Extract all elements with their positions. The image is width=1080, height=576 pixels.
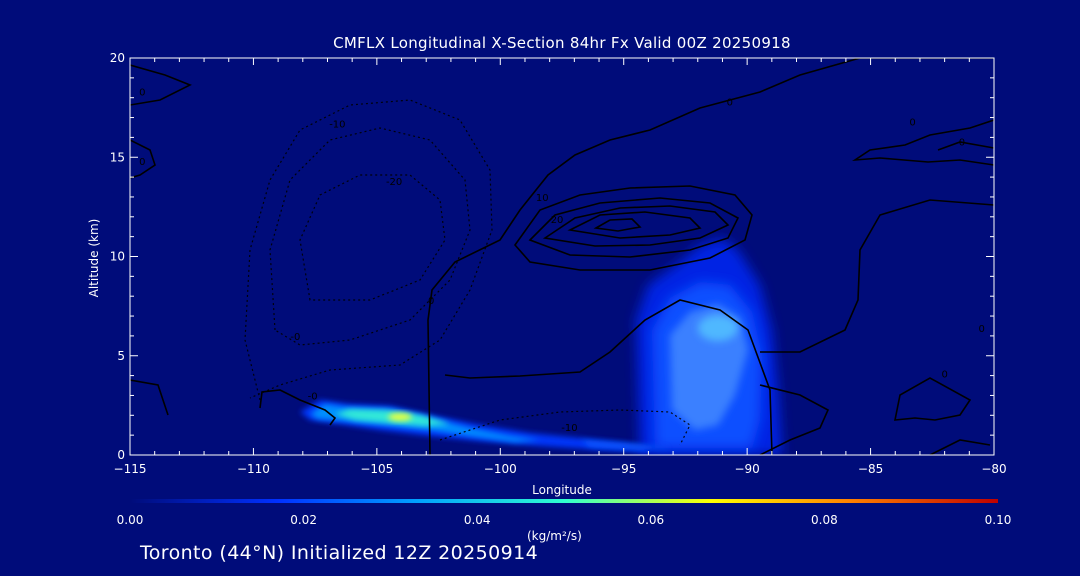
x-tick-label: −80	[981, 462, 1006, 476]
contour-30	[542, 205, 730, 247]
contour-50	[593, 218, 642, 232]
x-tick-label: −110	[237, 462, 270, 476]
y-tick-labels: 0 5 10 15 20	[110, 51, 125, 462]
contour-20	[528, 197, 740, 258]
contour-label: 0	[727, 98, 733, 109]
colorbar-unit: (kg/m²/s)	[527, 529, 582, 543]
x-tick-label: −90	[734, 462, 759, 476]
contour-zero-nw	[130, 64, 192, 106]
contour-zero-right	[759, 384, 830, 455]
x-axis-label: Longitude	[532, 483, 592, 497]
contour-label: -0	[308, 391, 318, 402]
colorbar-ticks: 0.00 0.02 0.04 0.06 0.08 0.10	[117, 513, 1012, 527]
contour-label: -10	[561, 423, 577, 434]
x-tick-label: −100	[484, 462, 517, 476]
colorbar-tick-label: 0.00	[117, 513, 144, 527]
contour-label: 0	[139, 88, 145, 99]
contours	[130, 58, 994, 455]
flux-shading	[300, 238, 782, 455]
contour-zero-east-c	[760, 199, 994, 353]
y-tick-label: 15	[110, 150, 125, 164]
contour-zero-low-w	[259, 389, 337, 426]
colorbar-tick-label: 0.06	[637, 513, 664, 527]
contour-zero-w	[130, 139, 156, 179]
x-tick-label: −115	[114, 462, 147, 476]
contour-label: -10	[329, 119, 345, 130]
colorbar-tick-label: 0.02	[290, 513, 317, 527]
contour-label: 0	[959, 137, 965, 148]
contour-label: -0	[290, 332, 300, 343]
x-tick-label: −95	[611, 462, 636, 476]
colorbar-tick-label: 0.04	[464, 513, 491, 527]
flux-band-core	[388, 413, 412, 421]
contour-zero-south-east	[894, 377, 972, 421]
convective-column-core	[698, 315, 738, 341]
contour-label: 20	[551, 215, 564, 226]
footer-text: Toronto (44°N) Initialized 12Z 20250914	[140, 542, 539, 564]
contour-label: 0	[909, 117, 915, 128]
contour-zero-east-a	[851, 119, 994, 166]
contour-neg-zero	[244, 99, 493, 401]
colorbar-tick-label: 0.08	[811, 513, 838, 527]
contour-10	[513, 185, 753, 271]
colorbar-tick-label: 0.10	[985, 513, 1012, 527]
contour-zero-sw	[130, 379, 169, 416]
x-tick-label: −85	[858, 462, 883, 476]
colorbar	[130, 499, 998, 503]
x-tick-label: −105	[360, 462, 393, 476]
x-tick-labels: −115 −110 −105 −100 −95 −90 −85 −80	[114, 462, 1007, 476]
contour-zero-outer	[427, 58, 994, 455]
contour-label: -20	[386, 177, 402, 188]
contour-40	[567, 211, 702, 239]
contour-neg-10	[269, 127, 471, 346]
y-tick-label: 5	[117, 349, 125, 363]
contour-zero-inner	[444, 299, 773, 455]
contour-label: 0	[941, 370, 947, 381]
flux-band-tail	[580, 440, 670, 450]
negative-contours	[244, 99, 691, 446]
contour-zero-east-b	[937, 141, 994, 151]
plot-area	[130, 58, 994, 455]
y-axis-label: Altitude (km)	[87, 219, 101, 298]
contour-zero-se-b	[929, 439, 991, 455]
contour-label: 0	[428, 296, 434, 307]
chart-title: CMFLX Longitudinal X-Section 84hr Fx Val…	[333, 34, 791, 52]
y-tick-label: 0	[117, 448, 125, 462]
contour-label: 10	[536, 193, 549, 204]
contour-label: 0	[139, 157, 145, 168]
y-tick-label: 20	[110, 51, 125, 65]
y-tick-label: 10	[110, 250, 125, 264]
contour-neg-20	[299, 174, 446, 301]
contour-label: 0	[978, 324, 984, 335]
axis-ticks	[129, 57, 995, 456]
